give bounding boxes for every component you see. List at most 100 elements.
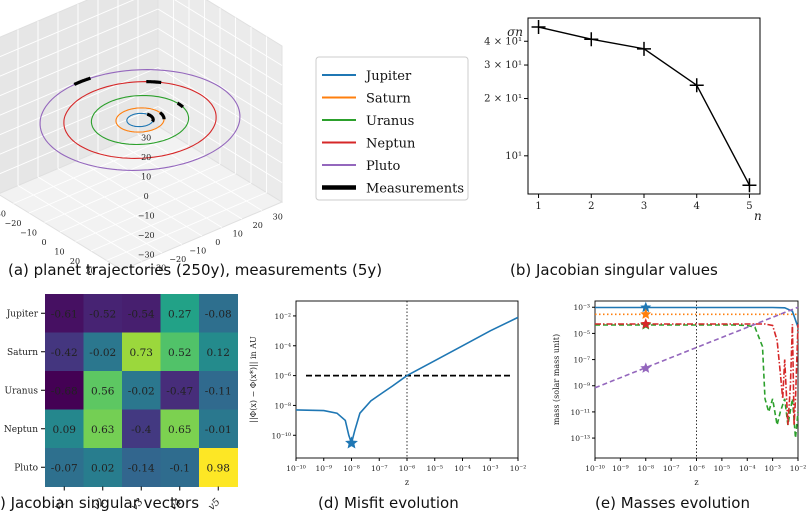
measurement-arc <box>159 111 166 120</box>
grid-line <box>0 0 135 58</box>
heatmap-value: -0.14 <box>128 462 155 474</box>
y-axis-label: mass (solar mass unit) <box>552 334 561 425</box>
y-tick-label: −10 <box>189 246 206 255</box>
measurement-arc <box>146 80 162 85</box>
heatmap-cell <box>199 332 238 372</box>
y-tick-label: 10⁻¹³ <box>570 434 590 443</box>
y-tick-label: 10⁻⁶ <box>274 372 291 381</box>
heatmap-cell <box>122 448 161 487</box>
heatmap-value: -0.54 <box>128 308 155 320</box>
x-tick-label: 10⁻⁷ <box>663 464 680 473</box>
heatmap-cell <box>45 332 84 372</box>
x-tick-label: 10⁻⁵ <box>426 464 443 473</box>
heatmap-cell <box>83 409 123 449</box>
heatmap-value: -0.01 <box>205 424 232 436</box>
y-tick-label: 3 × 10¹ <box>484 60 522 71</box>
minimum-star-marker <box>345 436 358 449</box>
y-tick-label: 20 <box>253 221 263 230</box>
series-line <box>595 306 799 328</box>
heatmap-cell <box>45 294 84 333</box>
heatmap-value: -0.02 <box>89 347 116 359</box>
x-tick-label: 10⁻⁸ <box>637 464 654 473</box>
heatmap-cell <box>199 409 238 449</box>
grid-line <box>117 142 243 220</box>
y-tick-label: 10⁻⁸ <box>274 401 291 410</box>
heatmap-value: 0.02 <box>91 462 114 474</box>
heatmap-cell <box>160 409 200 449</box>
panel-c-heatmap: -0.61 -0.52 -0.54 0.27 -0.08 -0.42 -0.02 0.73 0.… <box>4 294 238 513</box>
heatmap-cell <box>45 371 84 410</box>
heatmap-value: -0.02 <box>128 385 155 397</box>
y-tick-label: −20 <box>169 255 186 264</box>
x-axis-label: z <box>694 478 698 487</box>
y-tick-label: 10 <box>233 229 243 238</box>
star-marker <box>640 308 652 319</box>
heatmap-value: -0.4 <box>131 424 152 436</box>
x-tick-label: 0 <box>41 238 46 247</box>
heatmap-cell <box>45 448 84 487</box>
heatmap-value: -0.11 <box>205 385 232 397</box>
x-tick-label: 10⁻⁶ <box>399 464 416 473</box>
heatmap-value: 0.12 <box>207 347 230 359</box>
x-tick-label: 2 <box>588 201 594 212</box>
x-tick-label: 10⁻² <box>790 464 806 473</box>
heatmap-value: 0.63 <box>91 424 114 436</box>
y-axis-label: ||Φ(x) − Φ(x*)|| in AU <box>249 336 258 423</box>
point-marker <box>584 32 599 47</box>
grid-line <box>157 28 283 105</box>
heatmap-value: -0.61 <box>51 308 78 320</box>
side-pane <box>0 0 159 194</box>
caption-c: ) Jacobian singular vectors <box>0 494 199 512</box>
legend-label-measurements: Measurements <box>366 182 464 197</box>
heatmap-value: -0.07 <box>51 462 78 474</box>
z-tick-label: −30 <box>138 250 155 259</box>
point-marker <box>531 20 546 35</box>
panel-a-3d-trajectories: −30−20−1001020303020100−10−20−303020100−… <box>0 0 284 276</box>
row-label: Pluto <box>14 463 38 473</box>
heatmap-cell <box>199 371 238 410</box>
x-axis-label: n <box>754 209 762 223</box>
heatmap-value: 0.98 <box>207 462 230 474</box>
x-tick-label: 10⁻⁸ <box>343 464 360 473</box>
caption-e: (e) Masses evolution <box>595 494 750 512</box>
y-tick-label: 10¹ <box>505 151 522 162</box>
measurement-arc <box>146 112 155 123</box>
x-tick-label: 10⁻² <box>510 464 527 473</box>
heatmap-value: 0.65 <box>168 424 191 436</box>
x-tick-label: 10⁻⁹ <box>315 464 332 473</box>
z-tick-label: 0 <box>144 192 149 201</box>
heatmap-cell <box>160 371 200 410</box>
panel-d-misfit: 10⁻¹⁰ 10⁻⁹ 10⁻⁸ 10⁻⁷ 10⁻⁶ 10⁻⁵ 10⁻⁴ 10⁻³ 10⁻² 10⁻… <box>249 300 527 487</box>
point-marker <box>742 178 757 193</box>
heatmap-value: 0.27 <box>168 308 191 320</box>
heatmap-value: 0.09 <box>53 424 76 436</box>
heatmap-value: -0.47 <box>166 385 193 397</box>
x-tick-label: 3 <box>641 201 647 212</box>
heatmap-value: 0.56 <box>91 385 115 397</box>
z-tick-label: 20 <box>141 153 151 162</box>
panel-e-masses: 10⁻¹⁰ 10⁻⁹ 10⁻⁸ 10⁻⁷ 10⁻⁶ 10⁻⁵ 10⁻⁴ 10⁻³ 10⁻² 10⁻… <box>552 300 806 487</box>
heatmap-value: -0.52 <box>89 308 116 320</box>
panel-a-legend: Jupiter Saturn Uranus Neptun Pluto Measuremen… <box>315 56 469 201</box>
y-tick-label: 10⁻⁵ <box>573 329 590 338</box>
y-tick-label: 10⁻⁴ <box>274 342 291 351</box>
heatmap-cell <box>199 448 238 487</box>
heatmap-cell <box>83 294 123 333</box>
legend-label-jupiter: Jupiter <box>364 69 412 84</box>
y-tick-label: 10⁻² <box>274 312 291 321</box>
x-tick-label: 10 <box>54 248 64 257</box>
x-tick-label: 20 <box>70 257 80 266</box>
heatmap-cell <box>122 332 161 372</box>
heatmap-cell <box>160 294 200 333</box>
y-tick-label: 10⁻¹⁰ <box>271 431 291 440</box>
y-tick-label: 0 <box>215 238 220 247</box>
series-line <box>594 306 799 389</box>
heatmap-value: -0.68 <box>51 385 78 397</box>
star-marker <box>640 318 652 329</box>
z-tick-label: 10 <box>141 172 151 181</box>
row-label: Uranus <box>5 386 39 396</box>
series-line <box>595 324 799 439</box>
x-tick-label: 10⁻⁷ <box>371 464 388 473</box>
